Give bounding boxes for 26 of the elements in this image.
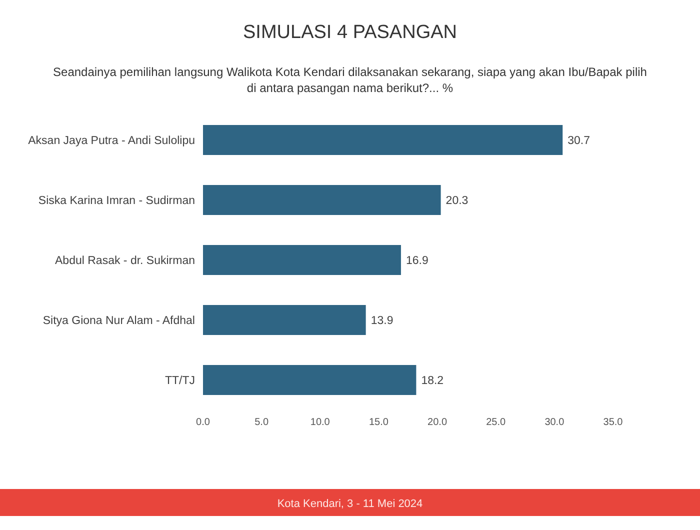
x-tick-label: 5.0 [254, 417, 269, 428]
data-label: 20.3 [446, 195, 468, 208]
y-tick-label: Aksan Jaya Putra - Andi Sulolipu [28, 135, 195, 148]
bar [203, 365, 416, 395]
data-label: 18.2 [421, 375, 444, 388]
y-tick-label: Abdul Rasak - dr. Sukirman [55, 255, 195, 268]
bar [203, 305, 366, 335]
x-tick-label: 15.0 [368, 417, 389, 428]
bar [203, 245, 401, 275]
data-label: 13.9 [370, 315, 394, 328]
text: Kota Kendari, 3 - 11 Mei 2024 [277, 498, 423, 510]
x-tick-label: 25.0 [486, 417, 506, 428]
y-tick-label: Siska Karina Imran - Sudirman [38, 195, 195, 208]
chart-subtitle: Seandainya pemilihan langsung Walikota Kota Kendari dilaksanakan sekarang, siapa yang akan Ibu/Bapak pilih di antara pasangan nama berikut?... % [53, 65, 647, 95]
bar [203, 125, 563, 155]
x-tick-label: 35.0 [603, 417, 624, 428]
x-tick-label: 30.0 [544, 417, 565, 428]
bar [203, 185, 441, 215]
x-tick-label: 20.0 [428, 417, 448, 428]
y-tick-label: Sitya Giona Nur Alam - Afdhal [42, 315, 195, 328]
x-tick-label: 0.0 [196, 417, 210, 428]
x-tick-label: 10.0 [310, 417, 330, 428]
chart-title: SIMULASI 4 PASANGAN [243, 22, 457, 43]
data-label: 30.7 [568, 135, 590, 148]
data-label: 16.9 [406, 255, 428, 268]
y-tick-label: TT/TJ [164, 375, 195, 388]
